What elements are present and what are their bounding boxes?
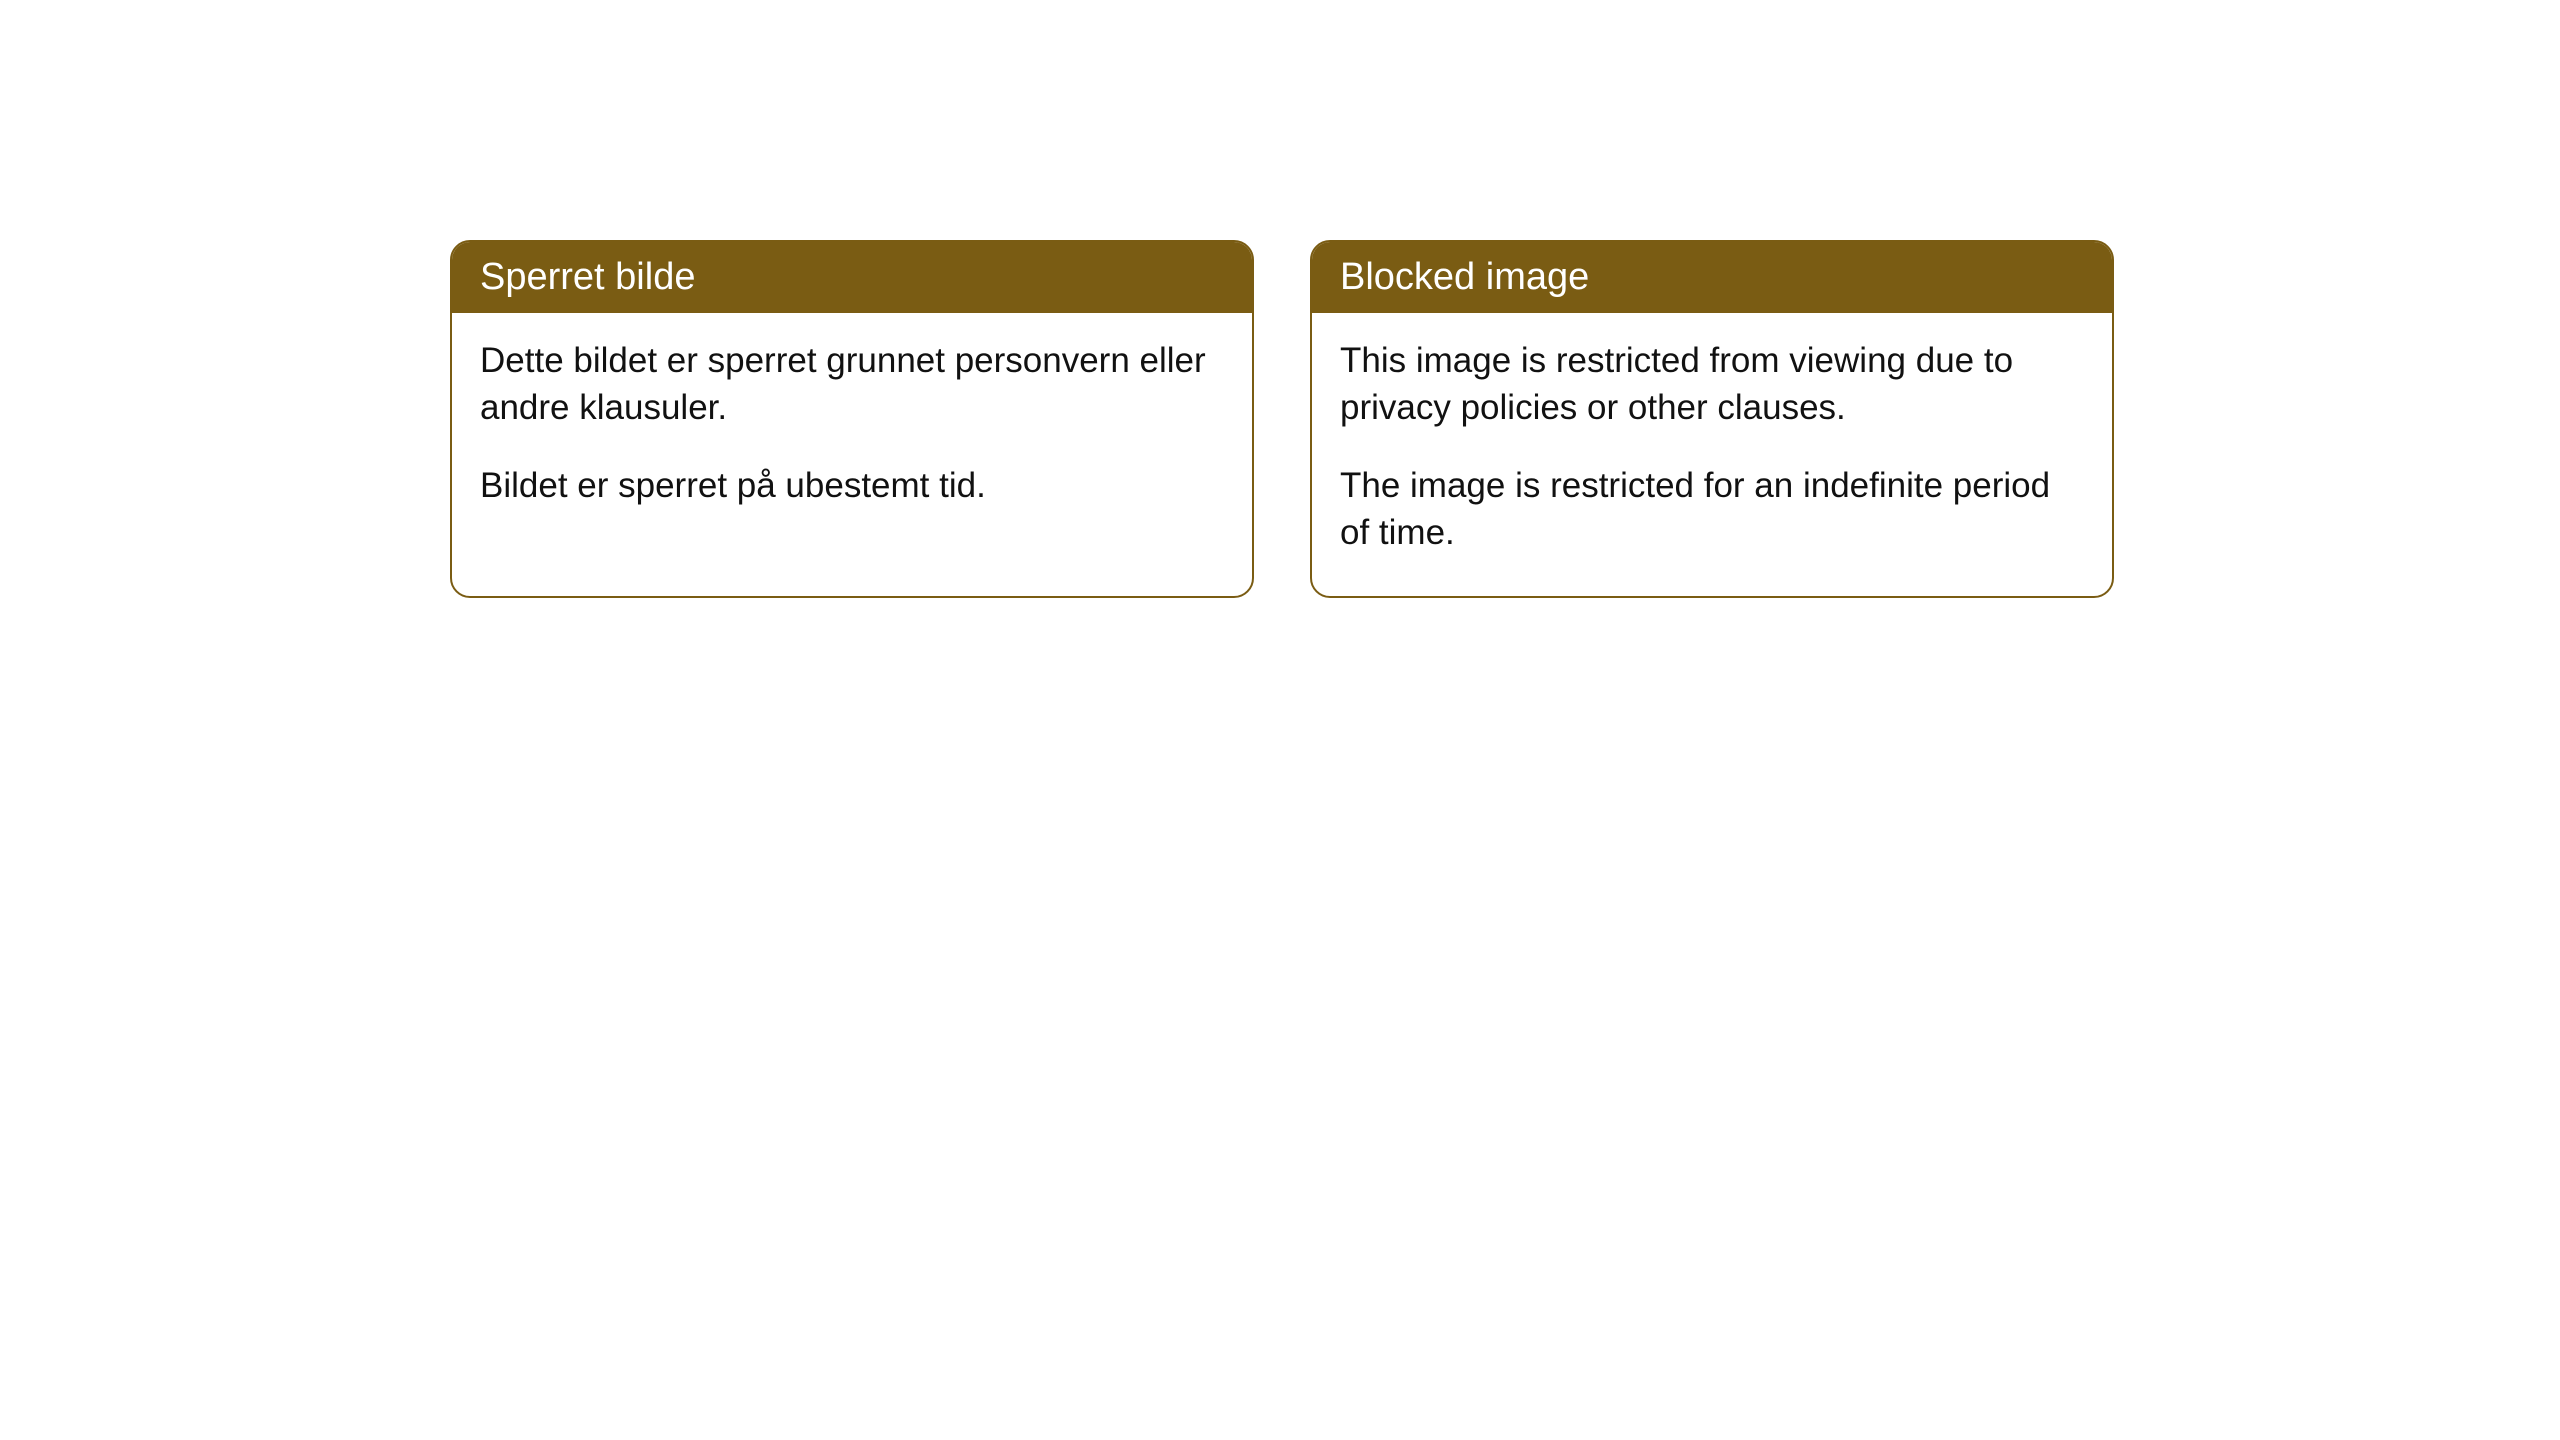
card-title-no: Sperret bilde [480, 256, 695, 298]
card-header-no: Sperret bilde [452, 242, 1252, 313]
card-paragraph-no-2: Bildet er sperret på ubestemt tid. [480, 462, 1224, 509]
card-paragraph-en-1: This image is restricted from viewing du… [1340, 337, 2084, 432]
card-header-en: Blocked image [1312, 242, 2112, 313]
blocked-image-card-en: Blocked image This image is restricted f… [1310, 240, 2114, 598]
blocked-image-card-no: Sperret bilde Dette bildet er sperret gr… [450, 240, 1254, 598]
card-paragraph-no-1: Dette bildet er sperret grunnet personve… [480, 337, 1224, 432]
card-body-en: This image is restricted from viewing du… [1312, 313, 2112, 596]
cards-container: Sperret bilde Dette bildet er sperret gr… [450, 240, 2114, 598]
card-body-no: Dette bildet er sperret grunnet personve… [452, 313, 1252, 549]
card-paragraph-en-2: The image is restricted for an indefinit… [1340, 462, 2084, 557]
card-title-en: Blocked image [1340, 256, 1589, 298]
